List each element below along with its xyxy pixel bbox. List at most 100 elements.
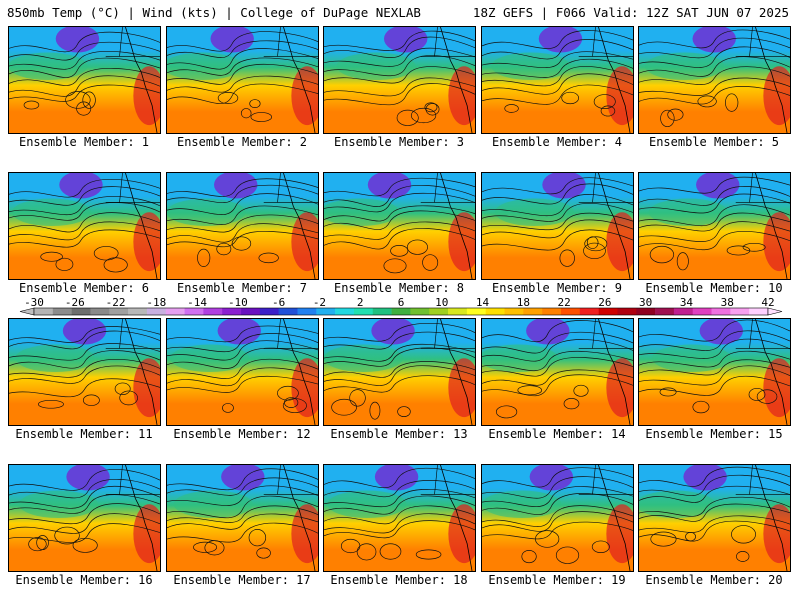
colorbar-swatch	[278, 308, 298, 315]
ensemble-member-label: Ensemble Member: 11	[15, 427, 153, 441]
colorbar-swatch	[222, 308, 242, 315]
colorbar-swatch	[109, 308, 129, 315]
ensemble-member-label: Ensemble Member: 8	[333, 281, 465, 295]
temperature-map	[324, 173, 475, 279]
temperature-map	[482, 319, 633, 425]
colorbar-tick-label: 30	[639, 297, 652, 309]
ensemble-member-panel	[638, 172, 791, 280]
colorbar-tick-label: -2	[313, 297, 326, 309]
colorbar-tick-label: -22	[106, 297, 126, 309]
ensemble-member-label: Ensemble Member: 6	[18, 281, 150, 295]
ensemble-member-panel	[8, 172, 161, 280]
ensemble-member-label: Ensemble Member: 12	[173, 427, 311, 441]
colorbar-swatch	[749, 308, 769, 315]
colorbar-under-arrow	[19, 307, 35, 316]
ensemble-member-panel	[481, 172, 634, 280]
ensemble-member-panel	[166, 26, 319, 134]
temperature-map	[9, 319, 160, 425]
temperature-map	[639, 173, 790, 279]
colorbar-swatch	[730, 308, 750, 315]
run-valid-time: 18Z GEFS | F066 Valid: 12Z SAT JUN 07 20…	[472, 5, 789, 20]
ensemble-member-label: Ensemble Member: 15	[645, 427, 783, 441]
ensemble-member-label: Ensemble Member: 3	[333, 135, 465, 149]
ensemble-member-panel	[323, 172, 476, 280]
ensemble-member-panel	[638, 26, 791, 134]
ensemble-member-label: Ensemble Member: 18	[330, 573, 468, 587]
colorbar-swatch	[165, 308, 185, 315]
ensemble-member-panel	[323, 26, 476, 134]
colorbar-swatch	[655, 308, 675, 315]
colorbar-swatch	[410, 308, 430, 315]
ensemble-member-panel	[166, 464, 319, 572]
colorbar-swatch	[448, 308, 468, 315]
colorbar-tick-label: 10	[435, 297, 448, 309]
colorbar-tick-label: 38	[721, 297, 734, 309]
ensemble-member-panel	[8, 26, 161, 134]
colorbar-swatch	[711, 308, 731, 315]
ensemble-member-label: Ensemble Member: 10	[645, 281, 783, 295]
colorbar-swatch	[241, 308, 261, 315]
ensemble-member-panel	[638, 464, 791, 572]
ensemble-member-panel	[481, 26, 634, 134]
colorbar-swatch	[504, 308, 524, 315]
colorbar-tick-label: -30	[24, 297, 44, 309]
colorbar-swatch	[466, 308, 486, 315]
temperature-map	[167, 319, 318, 425]
colorbar-swatch	[353, 308, 374, 315]
colorbar-tick-label: -6	[272, 297, 285, 309]
colorbar-swatch	[259, 308, 279, 315]
colorbar-tick-label: 6	[398, 297, 405, 309]
colorbar-swatch	[335, 308, 355, 315]
ensemble-member-label: Ensemble Member: 13	[330, 427, 468, 441]
ensemble-member-label: Ensemble Member: 9	[491, 281, 623, 295]
temperature-map	[482, 173, 633, 279]
product-title: 850mb Temp (°C) | Wind (kts) | College o…	[7, 5, 421, 20]
colorbar-tick-label: -26	[65, 297, 85, 309]
colorbar-over-arrow	[767, 307, 783, 316]
temperature-map	[482, 27, 633, 133]
temperature-colorbar: -30 -26 -22 -18 -14 -10 -6 -2 2 6 10 14 18 22 26 30 34 38…	[0, 297, 800, 319]
colorbar-swatch	[203, 308, 223, 315]
colorbar-swatch	[579, 308, 599, 315]
colorbar-swatch	[673, 308, 694, 315]
colorbar-swatch	[316, 308, 336, 315]
colorbar-swatch	[90, 308, 110, 315]
colorbar-swatch	[391, 308, 411, 315]
temperature-map	[639, 27, 790, 133]
colorbar-swatch	[636, 308, 656, 315]
colorbar-swatch	[485, 308, 505, 315]
temperature-map	[639, 465, 790, 571]
temperature-map	[9, 465, 160, 571]
temperature-map	[9, 27, 160, 133]
ensemble-member-panel	[323, 318, 476, 426]
colorbar-swatch	[52, 308, 72, 315]
ensemble-member-label: Ensemble Member: 16	[15, 573, 153, 587]
colorbar-swatch	[297, 308, 317, 315]
colorbar-tick-label: 42	[761, 297, 774, 309]
ensemble-member-label: Ensemble Member: 1	[18, 135, 150, 149]
ensemble-member-panel	[481, 318, 634, 426]
ensemble-member-panel	[166, 172, 319, 280]
ensemble-member-label: Ensemble Member: 20	[645, 573, 783, 587]
colorbar-swatch	[128, 308, 148, 315]
ensemble-member-label: Ensemble Member: 2	[176, 135, 308, 149]
colorbar-tick-label: -14	[187, 297, 207, 309]
ensemble-member-panel	[8, 318, 161, 426]
colorbar-tick-label: -18	[146, 297, 166, 309]
colorbar-tick-label: -10	[228, 297, 248, 309]
colorbar-swatch	[71, 308, 91, 315]
colorbar-swatch	[146, 308, 167, 315]
colorbar-swatch	[429, 308, 449, 315]
header: 850mb Temp (°C) | Wind (kts) | College o…	[0, 0, 800, 24]
colorbar-swatch	[598, 308, 618, 315]
ensemble-member-label: Ensemble Member: 14	[488, 427, 626, 441]
ensemble-member-label: Ensemble Member: 5	[648, 135, 780, 149]
temperature-map	[324, 27, 475, 133]
colorbar-tick-label: 26	[598, 297, 611, 309]
colorbar-swatch	[692, 308, 712, 315]
temperature-map	[167, 173, 318, 279]
ensemble-member-panel	[8, 464, 161, 572]
ensemble-member-label: Ensemble Member: 19	[488, 573, 626, 587]
ensemble-member-label: Ensemble Member: 17	[173, 573, 311, 587]
colorbar-swatch	[523, 308, 543, 315]
